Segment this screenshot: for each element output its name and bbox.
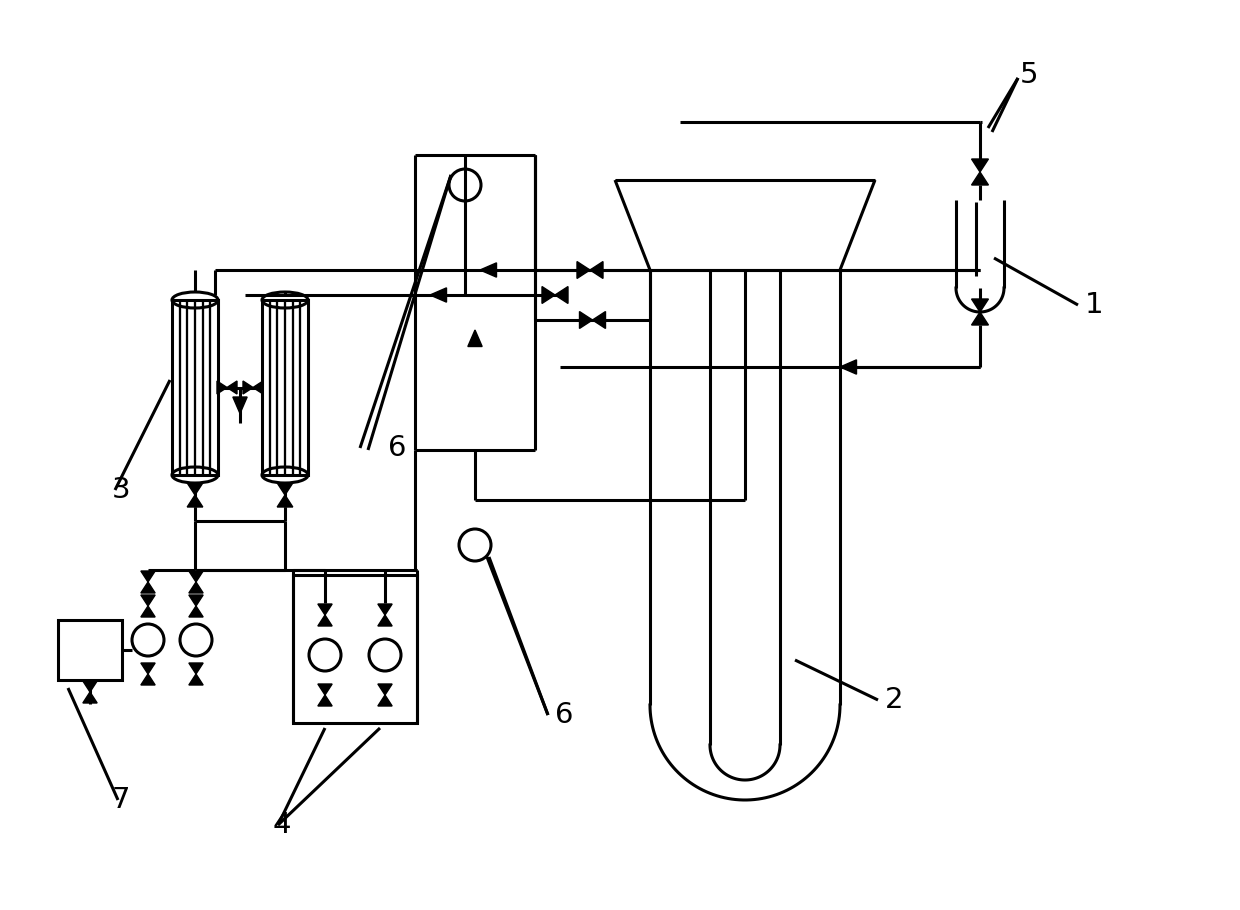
Text: 4: 4 bbox=[273, 811, 291, 839]
Polygon shape bbox=[227, 381, 237, 394]
Polygon shape bbox=[188, 595, 203, 606]
Polygon shape bbox=[593, 311, 605, 329]
Polygon shape bbox=[577, 261, 590, 278]
Text: 6: 6 bbox=[388, 434, 407, 462]
Polygon shape bbox=[317, 615, 332, 626]
Polygon shape bbox=[430, 288, 446, 302]
Polygon shape bbox=[83, 692, 97, 703]
Polygon shape bbox=[188, 663, 203, 674]
Polygon shape bbox=[378, 684, 392, 695]
Text: 5: 5 bbox=[1021, 61, 1039, 89]
Polygon shape bbox=[972, 312, 988, 325]
Polygon shape bbox=[556, 287, 568, 303]
Polygon shape bbox=[579, 311, 593, 329]
Polygon shape bbox=[141, 606, 155, 617]
Polygon shape bbox=[317, 684, 332, 695]
Polygon shape bbox=[278, 483, 293, 495]
Text: 2: 2 bbox=[885, 686, 904, 714]
Polygon shape bbox=[243, 381, 253, 394]
Polygon shape bbox=[217, 381, 227, 394]
Polygon shape bbox=[188, 582, 203, 593]
Text: 6: 6 bbox=[556, 701, 573, 729]
Polygon shape bbox=[141, 663, 155, 674]
Polygon shape bbox=[83, 681, 97, 692]
Polygon shape bbox=[378, 615, 392, 626]
Polygon shape bbox=[972, 159, 988, 172]
Text: 3: 3 bbox=[112, 476, 130, 504]
Polygon shape bbox=[187, 495, 203, 507]
Text: 1: 1 bbox=[1085, 291, 1104, 319]
Polygon shape bbox=[188, 674, 203, 685]
Polygon shape bbox=[378, 695, 392, 706]
Polygon shape bbox=[590, 261, 603, 278]
Polygon shape bbox=[972, 299, 988, 312]
Polygon shape bbox=[141, 674, 155, 685]
Polygon shape bbox=[187, 483, 203, 495]
Bar bbox=[293, 575, 417, 723]
Polygon shape bbox=[542, 287, 556, 303]
Text: 7: 7 bbox=[112, 786, 130, 814]
Bar bbox=[58, 620, 122, 680]
Polygon shape bbox=[972, 172, 988, 185]
Polygon shape bbox=[480, 263, 496, 278]
Polygon shape bbox=[233, 397, 247, 413]
Bar bbox=[262, 300, 308, 475]
Polygon shape bbox=[141, 582, 155, 593]
Bar bbox=[172, 300, 218, 475]
Polygon shape bbox=[317, 695, 332, 706]
Polygon shape bbox=[839, 359, 857, 374]
Polygon shape bbox=[253, 381, 263, 394]
Polygon shape bbox=[141, 595, 155, 606]
Polygon shape bbox=[467, 330, 482, 347]
Polygon shape bbox=[141, 571, 155, 582]
Polygon shape bbox=[188, 606, 203, 617]
Polygon shape bbox=[378, 604, 392, 615]
Polygon shape bbox=[188, 571, 203, 582]
Polygon shape bbox=[317, 604, 332, 615]
Polygon shape bbox=[278, 495, 293, 507]
